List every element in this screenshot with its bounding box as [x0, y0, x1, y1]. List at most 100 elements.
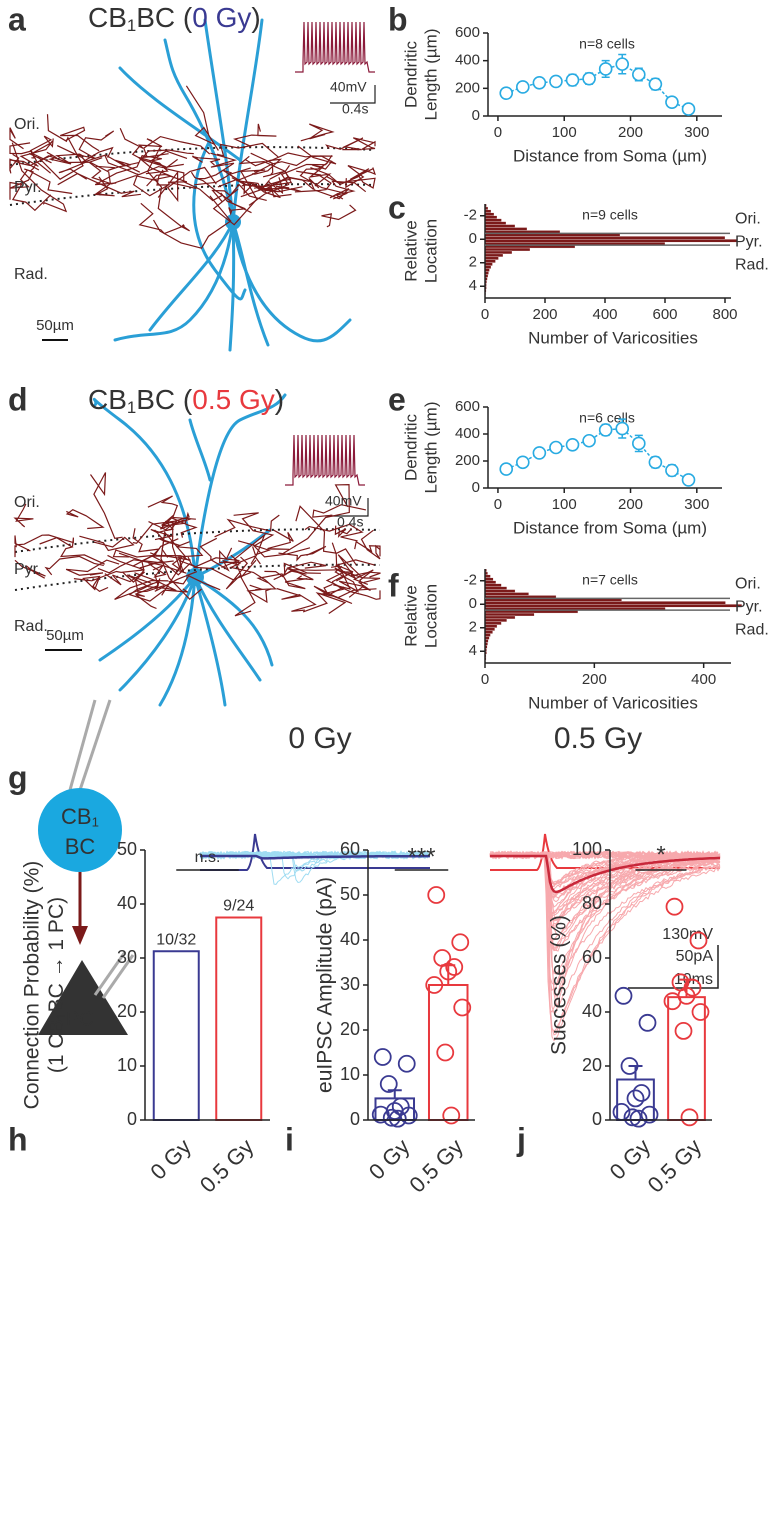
x-tick-label: 300 [684, 496, 709, 513]
histogram-bar [484, 215, 498, 219]
y-tick-label: 2 [469, 619, 477, 636]
significance-label: n.s. [195, 849, 221, 866]
data-point [680, 1108, 699, 1127]
data-point [565, 73, 580, 87]
bar [667, 996, 706, 1122]
significance-label: *** [407, 843, 435, 870]
histogram-bar [484, 218, 502, 222]
y-tick-label: 80 [582, 893, 602, 913]
panel-letter: g [8, 759, 28, 795]
data-point [681, 102, 696, 116]
data-point [623, 1108, 642, 1127]
axon [352, 569, 374, 592]
axon [114, 579, 169, 600]
y-tick-label: 30 [117, 947, 137, 967]
histogram-bar [484, 259, 496, 263]
data-point [640, 1105, 659, 1124]
axon [232, 123, 277, 148]
error-bar [628, 1065, 643, 1080]
data-point [499, 86, 514, 100]
histogram-bar [484, 583, 502, 587]
axon [302, 586, 353, 613]
axon [331, 180, 367, 200]
axon [345, 165, 376, 189]
data-point [648, 77, 663, 91]
axon [325, 570, 381, 600]
axon [197, 152, 238, 180]
axon [15, 534, 74, 547]
histogram-bar [484, 630, 493, 634]
axon [294, 170, 332, 193]
axon [65, 559, 120, 576]
data-point [397, 1054, 416, 1073]
x-tick-label: 0.5 Gy [643, 1134, 707, 1198]
x-axis-label: Distance from Soma (µm) [513, 518, 707, 537]
cb1bc-cell [38, 788, 122, 872]
axon [278, 545, 327, 562]
axon [240, 180, 279, 193]
histogram-bar [484, 262, 493, 266]
y-tick-label: 2 [469, 254, 477, 271]
data-point [532, 446, 547, 460]
y-axis-label: Location [421, 584, 440, 648]
text-part: CB [88, 384, 127, 415]
data-point [427, 886, 446, 904]
layer-label: Pyr. [14, 179, 42, 196]
y-tick-label: 50 [340, 884, 360, 904]
x-tick-label: 200 [532, 306, 557, 323]
axon [37, 114, 84, 180]
axon [9, 159, 40, 174]
axon [147, 495, 196, 520]
bar [427, 984, 469, 1121]
x-axis-label: Number of Varicosities [528, 693, 698, 712]
y-tick-label: 600 [455, 24, 480, 41]
y-axis-label: Dendritic [401, 40, 420, 108]
axon [9, 168, 34, 189]
axon [220, 192, 246, 216]
axon [138, 202, 185, 235]
axon [11, 142, 68, 213]
axon [286, 561, 327, 581]
x-tick-label: 0 Gy [145, 1134, 196, 1185]
cell-label: PC [66, 1008, 94, 1030]
text-part: CB [88, 2, 127, 33]
data-point [451, 933, 470, 952]
region-label: Rad. [735, 621, 769, 638]
axon [308, 177, 350, 200]
cell-label: CB1 [61, 804, 99, 830]
axon [333, 554, 362, 590]
data-point [632, 436, 646, 451]
condition-label: 0 Gy [288, 722, 351, 755]
x-tick-label: 0 [494, 124, 502, 141]
data-point [615, 57, 630, 71]
data-point [436, 1043, 455, 1062]
x-tick-label: 100 [552, 496, 577, 513]
axon [331, 565, 381, 583]
region-label: Ori. [735, 211, 761, 228]
value-label: 10/32 [156, 931, 196, 948]
panel-letter: j [516, 1121, 526, 1157]
layer-boundary [14, 563, 381, 591]
histogram-bar [484, 624, 498, 628]
axon [233, 512, 275, 547]
text-part: ) [251, 2, 260, 33]
y-tick-label: 40 [117, 893, 137, 913]
y-tick-label: 0 [472, 107, 480, 124]
x-tick-label: 200 [618, 124, 643, 141]
y-tick-label: 400 [455, 52, 480, 69]
panel-letter: d [8, 381, 28, 417]
electrode [68, 699, 97, 791]
y-axis-label: Location [421, 219, 440, 283]
histogram-bar [484, 236, 726, 240]
data-point [674, 1022, 693, 1040]
axon [216, 142, 279, 158]
soma [225, 214, 241, 230]
y-tick-label: 10 [117, 1055, 137, 1075]
panel-letter: a [8, 1, 26, 37]
region-label: Pyr. [735, 598, 763, 615]
x-axis-label: Distance from Soma (µm) [513, 146, 707, 165]
axon [248, 154, 333, 206]
axon [300, 123, 335, 142]
data-point [379, 1075, 398, 1093]
data-point [399, 1106, 418, 1125]
